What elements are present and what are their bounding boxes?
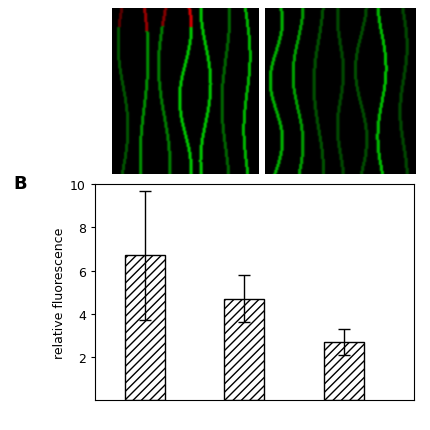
Bar (124, 256, 164, 400)
Y-axis label: relative fluorescence: relative fluorescence (52, 227, 66, 358)
Bar (323, 342, 363, 400)
Bar (224, 299, 264, 400)
Text: B: B (13, 174, 27, 192)
